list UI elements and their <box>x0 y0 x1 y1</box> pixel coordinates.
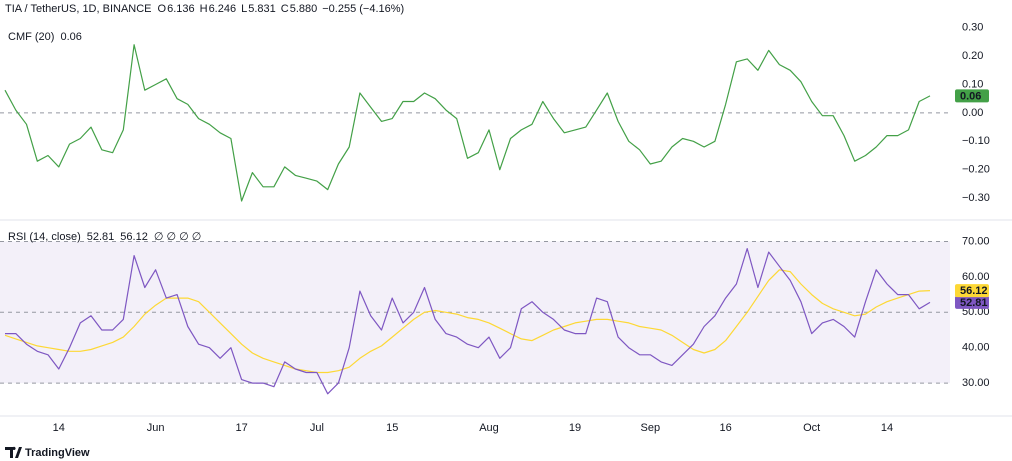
legend-name: CMF (20) <box>8 31 54 43</box>
y-tick-label: 60.00 <box>962 271 990 283</box>
y-tick-label: 0.10 <box>962 78 983 90</box>
y-tick-label: −0.30 <box>962 192 990 204</box>
x-tick-label: 19 <box>569 422 581 434</box>
ohlc-key: H <box>200 3 208 15</box>
value-badge-label: 0.06 <box>960 90 981 102</box>
value-badge <box>955 295 989 309</box>
ohlc-key: O <box>158 3 167 15</box>
y-tick-label: 70.00 <box>962 235 990 247</box>
y-tick-label: 0.00 <box>962 107 983 119</box>
x-tick-label: Oct <box>803 422 820 434</box>
x-tick-label: Sep <box>641 422 661 434</box>
value-badge <box>955 284 989 298</box>
brand: TradingView <box>25 447 90 459</box>
value-badge <box>955 89 989 103</box>
x-tick-label: 15 <box>386 422 398 434</box>
change: −0.255 (−4.16%) <box>322 3 404 15</box>
y-tick-label: 50.00 <box>962 306 990 318</box>
x-tick-label: Jul <box>310 422 324 434</box>
y-tick-label: −0.20 <box>962 164 990 176</box>
legend-value: 52.81 <box>87 231 115 243</box>
ohlc-value: 6.246 <box>209 3 237 15</box>
series-line <box>4 269 931 374</box>
series-line <box>4 44 931 202</box>
y-tick-label: −0.10 <box>962 135 990 147</box>
x-tick-label: 14 <box>53 422 65 434</box>
legend-value: 0.06 <box>60 31 81 43</box>
legend-name: RSI (14, close) <box>8 231 81 243</box>
y-tick-label: 40.00 <box>962 342 990 354</box>
ohlc-value: 6.136 <box>167 3 195 15</box>
ohlc-value: 5.831 <box>248 3 276 15</box>
x-tick-label: 14 <box>881 422 893 434</box>
legend-value: 56.12 <box>120 231 148 243</box>
x-tick-label: Jun <box>147 422 165 434</box>
ohlc-key: C <box>281 3 289 15</box>
x-tick-label: 16 <box>720 422 732 434</box>
x-tick-label: 17 <box>236 422 248 434</box>
y-tick-label: 0.30 <box>962 22 983 34</box>
series-line <box>5 248 931 395</box>
x-tick-label: Aug <box>479 422 499 434</box>
symbol: TIA / TetherUS, 1D, BINANCE <box>5 3 152 15</box>
value-badge-label: 52.81 <box>960 297 988 309</box>
tradingview-logo <box>5 446 22 458</box>
ohlc-key: L <box>241 3 247 15</box>
ohlc-value: 5.880 <box>290 3 318 15</box>
y-tick-label: 0.20 <box>962 50 983 62</box>
y-tick-label: 30.00 <box>962 377 990 389</box>
indicator-flags: ∅ ∅ ∅ ∅ <box>154 231 202 243</box>
value-badge-label: 56.12 <box>960 285 988 297</box>
